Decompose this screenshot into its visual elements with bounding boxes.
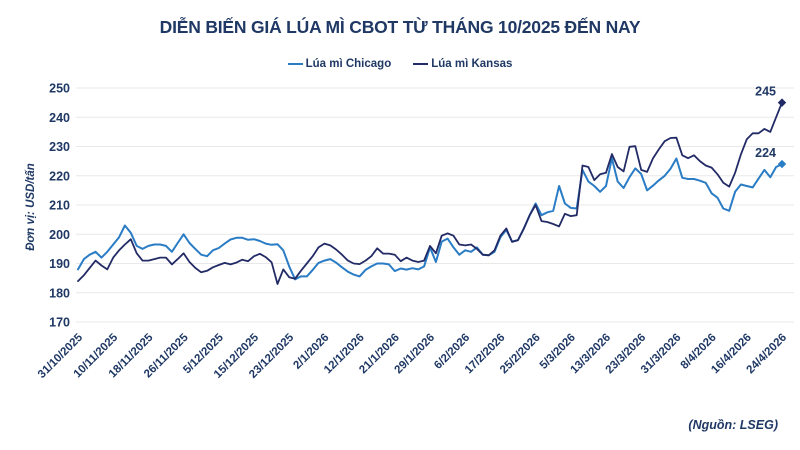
end-value-label-kansas: 245 [755,85,776,99]
y-tick-label: 230 [49,140,70,154]
kansas-line-swatch-icon [413,62,429,66]
y-tick-label: 240 [49,111,70,125]
y-tick-label: 210 [49,199,70,213]
end-marker-kansas [777,98,787,107]
y-tick-label: 170 [49,316,70,330]
y-tick-label: 190 [49,257,70,271]
chart-title: DIỄN BIẾN GIÁ LÚA MÌ CBOT TỪ THÁNG 10/20… [159,17,641,37]
source-note: (Nguồn: LSEG) [688,418,778,432]
y-tick-label: 200 [49,228,70,242]
legend-item-kansas: Lúa mì Kansas [413,58,512,70]
end-marker-chicago [777,159,787,169]
series-line-chicago [77,157,783,281]
end-value-label-chicago: 224 [755,146,776,160]
chicago-line-swatch-icon [287,62,303,66]
legend-item-chicago: Lúa mì Chicago [287,58,392,70]
legend-label-kansas: Lúa mì Kansas [431,58,513,70]
y-tick-label: 220 [49,169,70,183]
legend-label-chicago: Lúa mì Chicago [305,58,392,70]
legend: Lúa mì Chicago Lúa mì Kansas [0,58,800,70]
y-tick-label: 180 [49,286,70,300]
y-tick-label: 250 [49,82,70,96]
series-line-kansas [77,101,783,285]
